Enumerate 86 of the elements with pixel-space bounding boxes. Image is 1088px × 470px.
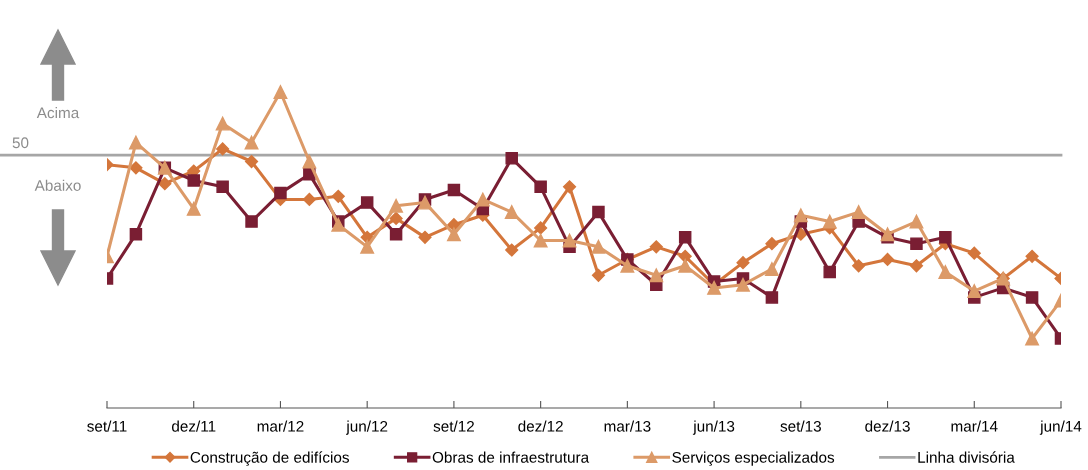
point (562, 233, 577, 248)
point (880, 227, 895, 242)
point (967, 284, 982, 299)
legend-label: Construção de edifícios (190, 451, 349, 466)
point (186, 201, 201, 216)
point (245, 215, 258, 228)
point (504, 205, 519, 220)
legend-label: Serviços especializados (672, 451, 835, 466)
point (591, 268, 606, 282)
point (938, 265, 953, 280)
legend-label: Linha divisória (918, 451, 1015, 463)
x-tick-label: dez/11 (172, 420, 216, 432)
point (418, 230, 432, 244)
point (129, 227, 143, 241)
point (678, 231, 692, 244)
point (823, 265, 836, 279)
point (273, 85, 288, 99)
point (158, 177, 172, 191)
text: Acima (36, 107, 80, 119)
point (851, 205, 866, 220)
point (244, 154, 259, 169)
point (765, 291, 779, 304)
point (678, 258, 693, 273)
point (331, 217, 346, 232)
point (389, 198, 404, 213)
point (764, 262, 779, 276)
point (187, 174, 200, 187)
point (562, 180, 577, 194)
point (909, 214, 924, 229)
text: Abaixo (34, 179, 81, 191)
point (418, 195, 432, 210)
x-tick-label: mar/14 (951, 420, 998, 432)
point (939, 231, 952, 244)
point (128, 135, 143, 150)
point (215, 116, 230, 131)
point (649, 268, 664, 283)
point (736, 256, 750, 270)
x-tick-label: mar/12 (257, 420, 304, 432)
point (649, 240, 663, 254)
point (475, 192, 490, 207)
x-tick-label: jun/12 (346, 420, 388, 435)
point (129, 161, 143, 175)
point (592, 205, 605, 219)
point (302, 154, 317, 169)
point (360, 239, 375, 254)
point (822, 214, 837, 229)
point (533, 233, 548, 248)
point (591, 239, 606, 254)
point (216, 142, 230, 156)
point (852, 259, 866, 273)
point (1025, 291, 1039, 304)
point (389, 211, 403, 225)
point (360, 196, 374, 209)
point (620, 258, 635, 273)
point (446, 227, 461, 242)
point (909, 259, 924, 273)
point (1025, 331, 1040, 346)
point (910, 237, 923, 250)
point (505, 243, 519, 257)
point (880, 252, 895, 267)
x-tick-label: dez/13 (865, 420, 910, 432)
point (534, 180, 547, 194)
point (302, 192, 316, 207)
point (793, 208, 808, 223)
point (534, 221, 548, 235)
point (967, 246, 981, 260)
point (216, 180, 229, 194)
point (274, 186, 287, 200)
annotation: 50 (12, 137, 29, 149)
x-tick-label: set/12 (433, 420, 474, 432)
point (244, 135, 259, 150)
x-tick-label: mar/13 (604, 420, 651, 432)
x-tick-label: set/13 (780, 420, 821, 432)
point (736, 277, 750, 292)
x-tick-label: set/11 (87, 420, 127, 432)
x-tick-label: dez/12 (518, 420, 563, 432)
point (1025, 249, 1039, 263)
point (765, 237, 779, 251)
point (678, 249, 692, 263)
point (389, 227, 403, 241)
legend-label: Obras de infraestrutura (432, 451, 590, 463)
x-tick-label: jun/13 (692, 420, 735, 435)
point (447, 183, 461, 197)
x-tick-label: jun/14 (1039, 420, 1082, 435)
point (505, 152, 518, 165)
point (331, 189, 345, 203)
